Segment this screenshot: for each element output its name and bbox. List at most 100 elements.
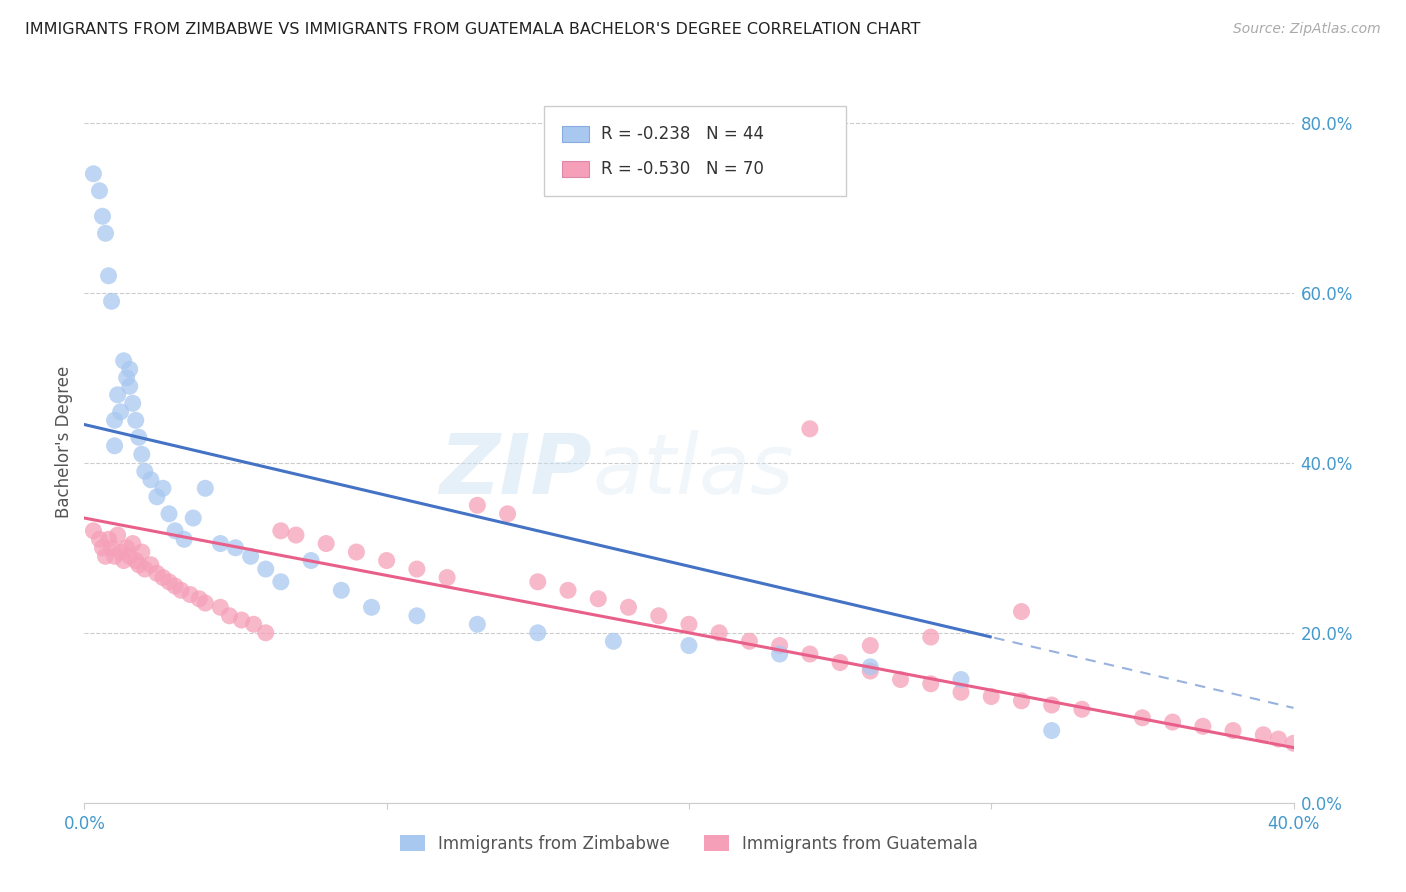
Point	[738, 634, 761, 648]
Point	[1011, 694, 1033, 708]
Point	[346, 545, 368, 559]
Point	[82, 167, 104, 181]
Point	[950, 685, 973, 699]
Point	[112, 353, 135, 368]
Point	[254, 562, 277, 576]
Point	[209, 536, 232, 550]
Point	[112, 553, 135, 567]
Point	[527, 625, 550, 640]
Point	[1192, 719, 1215, 733]
Point	[980, 690, 1002, 704]
Point	[360, 600, 382, 615]
Point	[118, 549, 141, 564]
Point	[1011, 605, 1033, 619]
Point	[1161, 714, 1184, 729]
Point	[157, 507, 180, 521]
Point	[128, 430, 150, 444]
Point	[128, 558, 150, 572]
Point	[100, 541, 122, 555]
Point	[100, 294, 122, 309]
Point	[179, 588, 201, 602]
Point	[104, 549, 127, 564]
Point	[134, 562, 156, 576]
Point	[125, 413, 148, 427]
Point	[134, 464, 156, 478]
Point	[104, 439, 127, 453]
Point	[146, 566, 169, 581]
Point	[218, 608, 240, 623]
Point	[920, 677, 942, 691]
Point	[1040, 723, 1063, 738]
Point	[89, 184, 111, 198]
Point	[890, 673, 912, 687]
Point	[678, 639, 700, 653]
Point	[496, 507, 519, 521]
Point	[467, 617, 489, 632]
Point	[242, 617, 264, 632]
Text: Source: ZipAtlas.com: Source: ZipAtlas.com	[1233, 22, 1381, 37]
Point	[118, 362, 141, 376]
Point	[950, 673, 973, 687]
Point	[82, 524, 104, 538]
Point	[1040, 698, 1063, 712]
Point	[125, 553, 148, 567]
Point	[436, 570, 458, 584]
Point	[181, 511, 204, 525]
Point	[406, 608, 429, 623]
Point	[131, 545, 153, 559]
FancyBboxPatch shape	[562, 161, 589, 177]
Point	[1130, 711, 1153, 725]
Point	[146, 490, 169, 504]
Point	[209, 600, 232, 615]
Point	[94, 227, 117, 241]
Point	[165, 524, 187, 538]
Point	[104, 413, 127, 427]
Point	[194, 596, 217, 610]
Point	[799, 422, 821, 436]
Point	[118, 379, 141, 393]
Point	[859, 664, 882, 678]
Point	[188, 591, 211, 606]
Point	[1267, 732, 1289, 747]
Point	[110, 405, 132, 419]
Point	[769, 647, 792, 661]
Point	[648, 608, 671, 623]
Point	[152, 481, 174, 495]
Y-axis label: Bachelor's Degree: Bachelor's Degree	[55, 366, 73, 517]
Point	[107, 528, 129, 542]
Point	[799, 647, 821, 661]
Point	[121, 536, 143, 550]
Point	[231, 613, 253, 627]
Legend: Immigrants from Zimbabwe, Immigrants from Guatemala: Immigrants from Zimbabwe, Immigrants fro…	[394, 828, 984, 860]
Point	[920, 630, 942, 644]
Point	[375, 553, 398, 567]
Text: R = -0.238   N = 44: R = -0.238 N = 44	[600, 125, 763, 143]
Point	[194, 481, 217, 495]
Point	[1071, 702, 1094, 716]
Text: IMMIGRANTS FROM ZIMBABWE VS IMMIGRANTS FROM GUATEMALA BACHELOR'S DEGREE CORRELAT: IMMIGRANTS FROM ZIMBABWE VS IMMIGRANTS F…	[25, 22, 921, 37]
Point	[139, 473, 162, 487]
Point	[1282, 736, 1305, 750]
Point	[115, 371, 138, 385]
Point	[299, 553, 322, 567]
Point	[107, 388, 129, 402]
Point	[89, 533, 111, 547]
Point	[225, 541, 247, 555]
Point	[91, 209, 114, 223]
Point	[467, 498, 489, 512]
Point	[557, 583, 579, 598]
Point	[859, 660, 882, 674]
Point	[769, 639, 792, 653]
Point	[1253, 728, 1275, 742]
Point	[617, 600, 640, 615]
Text: R = -0.530   N = 70: R = -0.530 N = 70	[600, 160, 763, 178]
Point	[91, 541, 114, 555]
Text: atlas: atlas	[592, 430, 794, 511]
Point	[170, 583, 193, 598]
Point	[152, 570, 174, 584]
Point	[330, 583, 353, 598]
Point	[157, 574, 180, 589]
Point	[1222, 723, 1244, 738]
Point	[139, 558, 162, 572]
Text: ZIP: ZIP	[440, 430, 592, 511]
